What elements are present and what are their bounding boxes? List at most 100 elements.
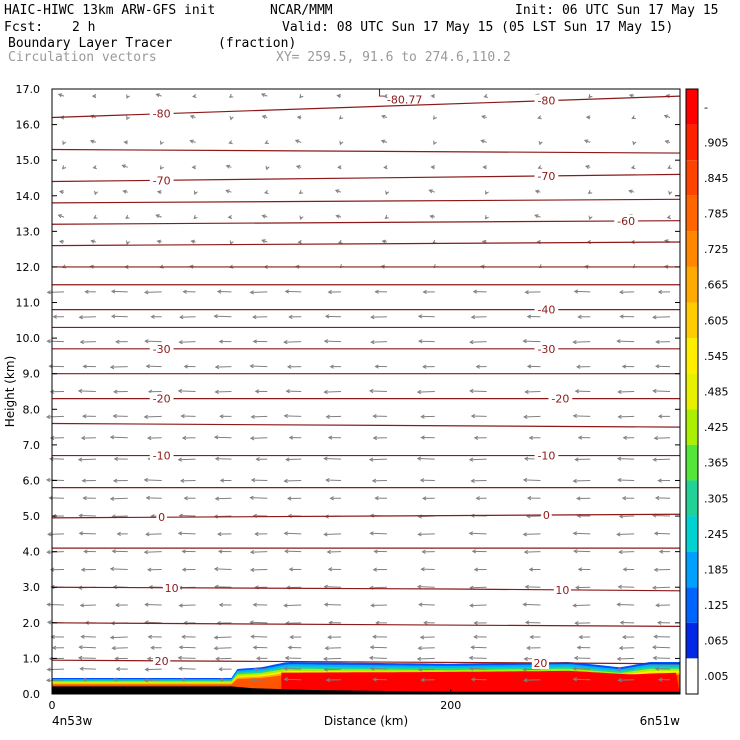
colorbar-label: .185 [704,563,729,576]
vector-head [473,435,479,440]
vector-head [59,189,64,195]
forecast-hours: 2 h [72,20,96,35]
vector-head [657,620,662,625]
vector-head [577,567,583,572]
vector-head [522,667,527,672]
vector-head [371,478,377,483]
vector-head [577,435,583,440]
vector-head [109,435,115,440]
vector-head [663,114,669,119]
vector-head [219,478,225,483]
vector-head [177,531,183,536]
contour-label: 20 [155,655,169,668]
vector-head [78,513,83,518]
circulation-vector [573,532,591,535]
contour-label: -60 [617,215,635,228]
vector-head [473,567,479,572]
contour-label-bg [534,449,559,462]
vector-head [654,364,660,369]
vector-head [573,655,579,661]
vector-head [430,165,435,170]
vector-head [177,388,183,394]
vector-head [473,634,478,640]
vector-head [576,496,581,501]
vector-head [111,645,116,651]
contour-label: 10 [555,584,569,597]
vector-head [217,531,222,537]
vector-head [147,634,152,639]
circulation-vector [144,479,162,481]
circulation-vector [417,657,435,660]
vector-head [526,314,532,319]
circulation-vector [418,533,435,535]
circulation-vector [469,458,487,461]
circulation-vector [574,550,591,553]
vector-head [323,532,328,537]
colorbar-cell [686,89,698,125]
vector-head [323,656,328,662]
vector-head [80,567,86,572]
circulation-vector [214,436,232,439]
circulation-vector [418,647,435,649]
vector-head [77,655,83,661]
vector-head [420,677,425,683]
circulation-vector [417,391,435,393]
overlay-name: Circulation vectors [8,50,157,65]
vector-head [46,602,51,607]
y-axis-label: Height (km) [3,356,17,427]
vector-head [143,550,149,555]
circulation-vector [47,340,64,343]
vector-head [327,567,333,572]
vector-head [113,389,118,394]
circulation-vector [214,315,232,318]
vector-head [430,93,435,99]
vector-head [372,677,377,682]
vector-head [253,667,258,672]
vector-head [59,239,64,244]
vector-head [299,215,304,221]
vector-head [374,496,379,501]
vector-head [250,414,255,419]
vector-head [655,339,660,345]
contour-label-bg [149,107,174,120]
circulation-vector [47,668,64,671]
vector-head [225,164,231,169]
contour-label: -80 [537,95,555,108]
vector-head [528,435,534,440]
circulation-vector [524,415,541,418]
vector-head [160,140,164,146]
circulation-vector [573,667,591,670]
circulation-vector [251,679,268,681]
vector-head [368,388,374,394]
circulation-vector [324,586,342,588]
vector-head [583,139,589,144]
vector-head [213,646,218,651]
vector-head [432,239,437,244]
vector-head [658,549,664,554]
vector-head [573,549,578,554]
circulation-vector [110,636,128,639]
vector-head [265,165,270,171]
contour-label: -20 [551,393,569,406]
vector-head [227,215,232,220]
circulation-vector [250,365,268,368]
vector-head [297,239,302,245]
vector-head [429,214,434,219]
circulation-vector [78,458,96,461]
vector-head [178,339,183,345]
circulation-vector [324,668,342,671]
vector-head [654,666,660,671]
x-tick-label: 200 [440,699,461,712]
colorbar-cell [686,373,698,410]
vector-head [617,414,622,419]
vector-head [369,531,374,536]
center-label: NCAR/MMM [270,3,333,18]
vector-head [57,214,63,219]
vector-head [372,567,378,572]
circulation-vector [573,678,591,681]
vector-head [381,239,387,244]
vector-head [654,495,660,501]
circulation-vector [214,568,232,570]
plot-frame [51,88,681,695]
vector-head [578,634,583,640]
